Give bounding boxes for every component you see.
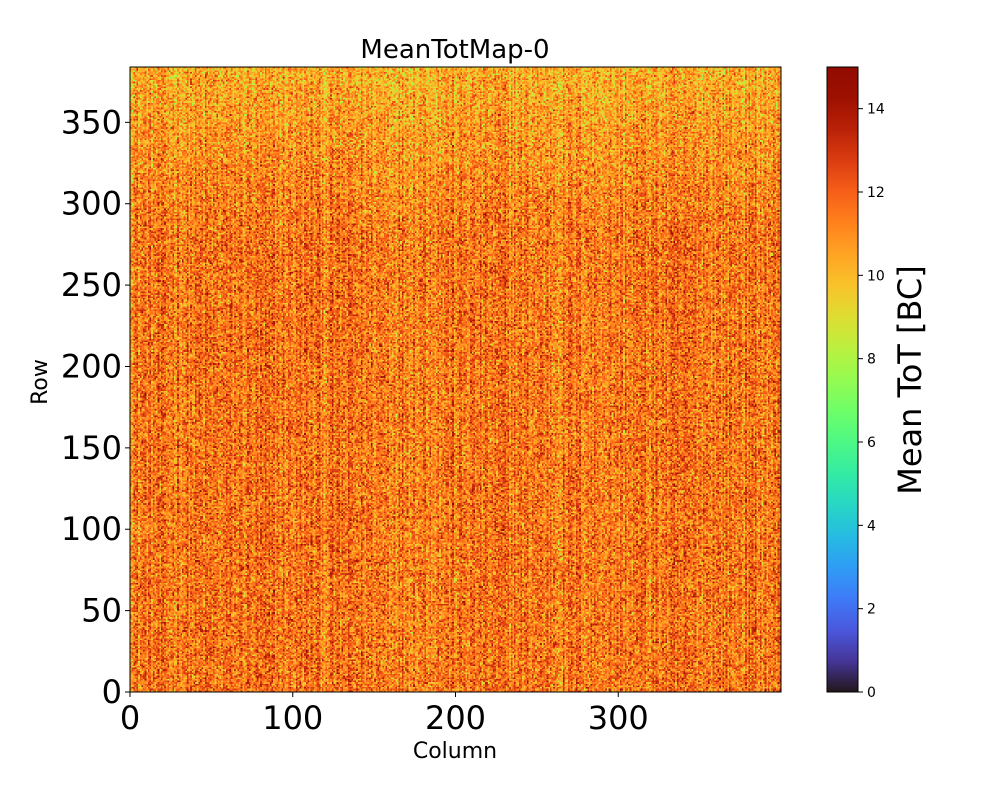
colorbar-tick-label: 0 bbox=[867, 685, 876, 701]
x-tick-label: 100 bbox=[262, 699, 323, 737]
colorbar-tick-label: 12 bbox=[867, 185, 885, 201]
colorbar: 0 2 4 6 8 10 12 14 Mean ToT [BC] bbox=[826, 66, 929, 701]
y-axis-ticks: 0 50 100 150 200 250 300 350 bbox=[61, 103, 130, 711]
colorbar-tick-label: 14 bbox=[867, 102, 885, 118]
colorbar-tick-label: 4 bbox=[867, 518, 876, 534]
y-tick-label: 350 bbox=[61, 103, 122, 141]
heatmap-image-wrapper bbox=[130, 67, 781, 692]
y-tick-label: 100 bbox=[61, 510, 122, 548]
colorbar-tick-label: 8 bbox=[867, 352, 876, 368]
colorbar-tick-label: 10 bbox=[867, 268, 885, 284]
x-axis-label: Column bbox=[413, 739, 497, 764]
y-tick-label: 250 bbox=[61, 266, 122, 304]
heatmap-plot-area bbox=[129, 66, 782, 693]
x-axis-ticks: 0 100 200 300 bbox=[120, 692, 649, 737]
y-tick-label: 0 bbox=[102, 673, 122, 711]
colorbar-label: Mean ToT [BC] bbox=[891, 265, 929, 494]
y-tick-label: 50 bbox=[81, 592, 122, 630]
x-tick-label: 300 bbox=[588, 699, 649, 737]
y-tick-label: 150 bbox=[61, 429, 122, 467]
colorbar-tick-label: 2 bbox=[867, 602, 876, 618]
chart-title: MeanTotMap-0 bbox=[360, 35, 549, 65]
heatmap-cells bbox=[130, 67, 781, 692]
y-tick-label: 300 bbox=[61, 185, 122, 223]
y-tick-label: 200 bbox=[61, 347, 122, 385]
x-tick-label: 200 bbox=[425, 699, 486, 737]
colorbar-gradient bbox=[826, 66, 859, 693]
colorbar-tick-label: 6 bbox=[867, 435, 876, 451]
y-axis-label: Row bbox=[28, 359, 53, 405]
x-tick-label: 0 bbox=[120, 699, 140, 737]
colorbar-ticks: 0 2 4 6 8 10 12 14 bbox=[858, 102, 885, 701]
